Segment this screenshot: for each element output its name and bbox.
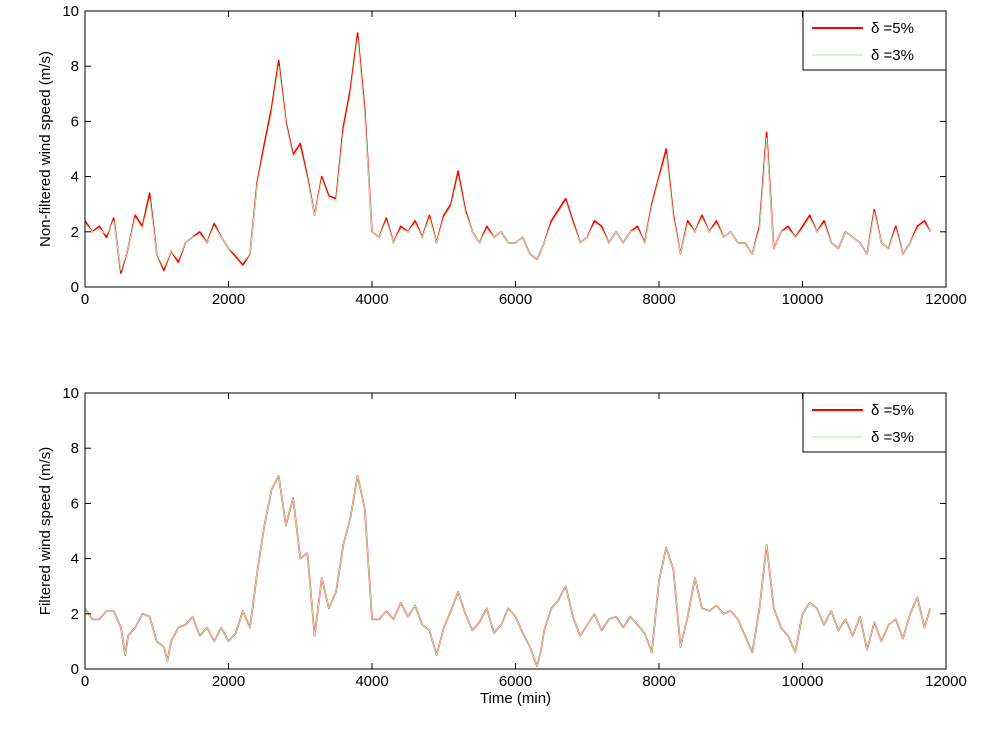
top-plot-y-tick-label: 2 [71,224,79,241]
bottom-plot-x-tick-label: 8000 [642,673,675,690]
top-plot-x-tick-label: 10000 [782,291,824,308]
bottom-plot-legend-label-1: δ =5% [871,402,914,419]
bottom-plot-series-group [85,474,931,668]
bottom-plot-legend-label-2: δ =3% [871,429,914,446]
bottom-plot-x-axis-label: Time (min) [480,690,551,707]
bottom-plot-x-tick-label: 0 [81,673,89,690]
top-plot-legend-label-2: δ =3% [871,47,914,64]
top-plot-y-tick-label: 10 [62,3,79,20]
bottom-plot-y-tick-label: 6 [71,495,79,512]
top-plot-x-tick-label: 0 [81,291,89,308]
top-plot: 0 2000 4000 6000 8000 10000 12000 0 2 4 6 8 10 Non-fi… [37,3,967,308]
bottom-plot-y-tick-label: 8 [71,440,79,457]
top-plot-x-tick-label: 4000 [355,291,388,308]
bottom-plot-y-tick-label: 0 [71,661,79,678]
top-plot-y-tick-label: 0 [71,279,79,296]
bottom-plot-x-tick-label: 4000 [355,673,388,690]
top-plot-y-tick-label: 8 [71,58,79,75]
top-plot-series-group [85,32,931,275]
bottom-plot-legend: δ =5% δ =3% [802,392,947,453]
bottom-plot-legend-box [802,392,947,453]
top-plot-legend-label-1: δ =5% [871,20,914,37]
top-plot-x-tick-label: 8000 [642,291,675,308]
bottom-plot-y-tick-label: 4 [71,551,79,568]
top-plot-series-line-2 [85,38,931,271]
bottom-plot-x-tick-label: 12000 [925,673,967,690]
bottom-plot: 0 2000 4000 6000 8000 10000 12000 0 2 4 6 8 10 Filter… [37,385,967,707]
top-plot-y-tick-label: 4 [71,169,79,186]
top-plot-y-tick-label: 6 [71,113,79,130]
top-plot-legend-box [802,10,947,71]
top-plot-legend: δ =5% δ =3% [802,10,947,71]
bottom-plot-y-axis-label: Filtered wind speed (m/s) [37,447,54,615]
bottom-plot-x-tick-label: 10000 [782,673,824,690]
bottom-plot-y-tick-label: 2 [71,606,79,623]
bottom-plot-x-tick-label: 2000 [212,673,245,690]
top-plot-x-tick-label: 2000 [212,291,245,308]
top-plot-y-axis-label: Non-filtered wind speed (m/s) [37,51,54,247]
top-plot-x-tick-label: 12000 [925,291,967,308]
bottom-plot-x-tick-label: 6000 [499,673,532,690]
bottom-plot-series-line-2 [85,475,931,667]
bottom-plot-y-tick-label: 10 [62,385,79,402]
top-plot-x-tick-label: 6000 [499,291,532,308]
